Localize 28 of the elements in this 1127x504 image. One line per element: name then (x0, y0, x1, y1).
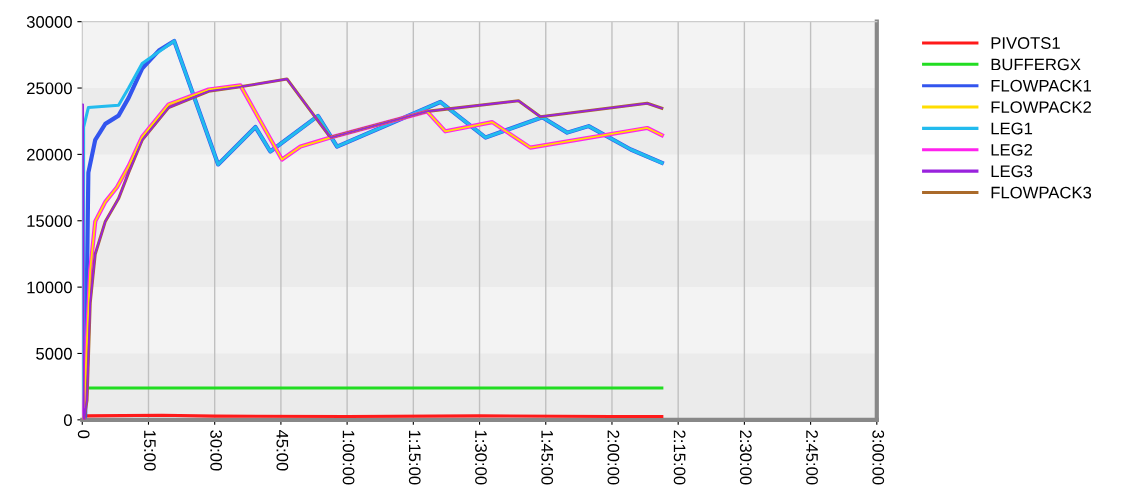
legend-label: LEG2 (991, 143, 1033, 156)
y-tick-label: 5000 (36, 347, 72, 360)
x-tick-label: 15:00 (144, 430, 156, 471)
y-tick-label: 10000 (27, 281, 72, 294)
legend-label: FLOWPACK3 (991, 186, 1092, 199)
x-tick-label: 1:15:00 (408, 430, 421, 485)
x-tick-label: 1:00:00 (342, 430, 355, 485)
legend-label: BUFFERGX (991, 58, 1081, 71)
x-tick-label: 30:00 (210, 430, 223, 471)
y-tick-label: 20000 (27, 148, 72, 161)
y-tick-label: 0 (63, 414, 72, 427)
legend-label: FLOWPACK2 (991, 101, 1091, 114)
x-tick-label: 45:00 (276, 429, 289, 471)
y-tick-label: 25000 (27, 82, 72, 95)
legend-label: LEG1 (991, 122, 1033, 135)
x-tick-label: 3:00:00 (872, 430, 885, 485)
legend-label: LEG3 (991, 165, 1033, 178)
x-tick-label: 2:45:00 (806, 430, 818, 485)
legend-label: PIVOTS1 (991, 37, 1060, 49)
x-tick-label: 0 (77, 430, 90, 439)
x-tick-label: 2:00:00 (607, 430, 620, 485)
y-tick-label: 15000 (27, 215, 72, 227)
x-tick-label: 1:30:00 (475, 430, 487, 485)
x-tick-label: 1:45:00 (541, 430, 554, 485)
x-tick-label: 2:15:00 (673, 430, 686, 485)
legend-label: FLOWPACK1 (991, 79, 1092, 92)
y-tick-label: 30000 (26, 16, 72, 28)
x-tick-label: 2:30:00 (739, 430, 752, 485)
